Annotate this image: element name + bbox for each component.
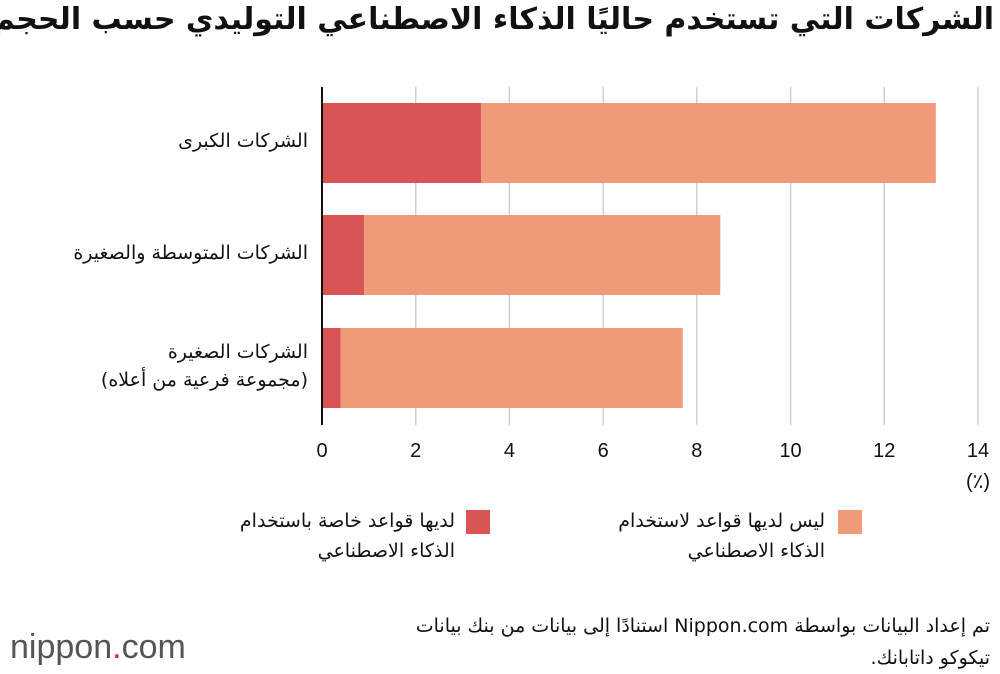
- legend-swatch-has-rules: [466, 510, 490, 534]
- logo-suffix: com: [121, 628, 186, 666]
- legend-label-has-rules: لديها قواعد خاصة باستخدام الذكاء الاصطنا…: [239, 510, 455, 562]
- x-tick-label: 0: [316, 440, 327, 462]
- x-tick-label: 2: [410, 440, 421, 462]
- bar-segment-no-rules: [481, 103, 936, 183]
- x-tick-label: 14: [967, 440, 989, 462]
- category-label: الشركات الصغيرة (مجموعة فرعية من أعلاه): [100, 341, 308, 391]
- logo-text: nippon: [10, 628, 113, 666]
- x-tick-label: 8: [691, 440, 702, 462]
- x-tick-label: 10: [779, 440, 801, 462]
- bar-segment-has-rules: [322, 103, 482, 183]
- category-label: الشركات الكبرى: [178, 130, 308, 152]
- category-label: الشركات المتوسطة والصغيرة: [73, 242, 308, 264]
- legend-swatch-no-rules: [838, 510, 862, 534]
- x-tick-label: 4: [504, 440, 515, 462]
- bar-segment-has-rules: [322, 215, 365, 295]
- x-tick-label: 6: [598, 440, 609, 462]
- bar-segment-no-rules: [364, 215, 721, 295]
- chart-title: الشركات التي تستخدم حاليًا الذكاء الاصطن…: [0, 2, 994, 37]
- bar-segment-has-rules: [322, 328, 341, 408]
- bar-segment-no-rules: [340, 328, 683, 408]
- x-tick-label: 12: [873, 440, 895, 462]
- logo-dot: .: [112, 628, 122, 666]
- source-note: تم إعداد البيانات بواسطة Nippon.com استن…: [415, 615, 990, 669]
- x-unit-label: (٪): [966, 471, 990, 493]
- legend-label-no-rules: ليس لديها قواعد لاستخدام الذكاء الاصطناع…: [618, 510, 825, 562]
- nippon-logo: nippon.com: [10, 628, 186, 667]
